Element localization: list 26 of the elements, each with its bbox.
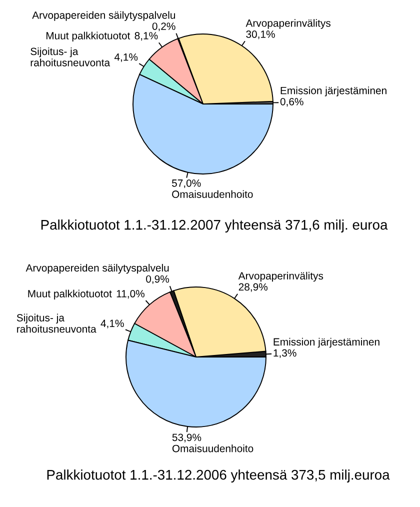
- slice-label: Emission järjestäminen: [280, 86, 386, 96]
- slice-label: Arvopaperinvälitys: [238, 272, 324, 282]
- data-label: 53,9%: [172, 434, 202, 442]
- slice-label: Arvopapereiden säilytyspalvelu: [26, 264, 169, 274]
- data-label: 11,0%: [116, 290, 144, 299]
- slice-label: Omaisuudenhoito: [172, 444, 254, 452]
- data-label: 0,2%: [152, 22, 176, 32]
- slice-label: Emission järjestäminen: [274, 338, 380, 348]
- slice-label: Arvopaperinvälitys: [246, 19, 330, 29]
- slice-label: Sijoitus- ja rahoitusneuvonta: [16, 314, 96, 333]
- slice-label: Muut palkkiotuotot: [46, 32, 130, 42]
- data-label: 1,3%: [274, 349, 296, 358]
- data-label: 8,1%: [134, 32, 158, 41]
- data-label: 57,0%: [172, 179, 201, 188]
- data-label: 30,1%: [246, 30, 275, 40]
- data-label: 4,1%: [114, 53, 138, 62]
- data-label: 4,1%: [100, 320, 124, 328]
- data-label: 0,9%: [146, 275, 170, 284]
- text: Palkkiotuotot 1.1.-31.12.2006 yhteensä 373,5 milj.euroa: [47, 470, 390, 482]
- slice-label: Muut palkkiotuotot: [28, 290, 112, 300]
- slice-label: Arvopapereiden säilytyspalvelu: [32, 11, 176, 21]
- data-label: 0,6%: [280, 98, 304, 107]
- slice-label: Omaisuudenhoito: [172, 190, 253, 198]
- slice-label: Sijoitus- ja rahoitusneuvonta: [30, 47, 110, 66]
- text: Palkkiotuotot 1.1.-31.12.2007 yhteensä 371,6 milj. euroa: [41, 220, 388, 232]
- data-label: 28,9%: [238, 283, 268, 292]
